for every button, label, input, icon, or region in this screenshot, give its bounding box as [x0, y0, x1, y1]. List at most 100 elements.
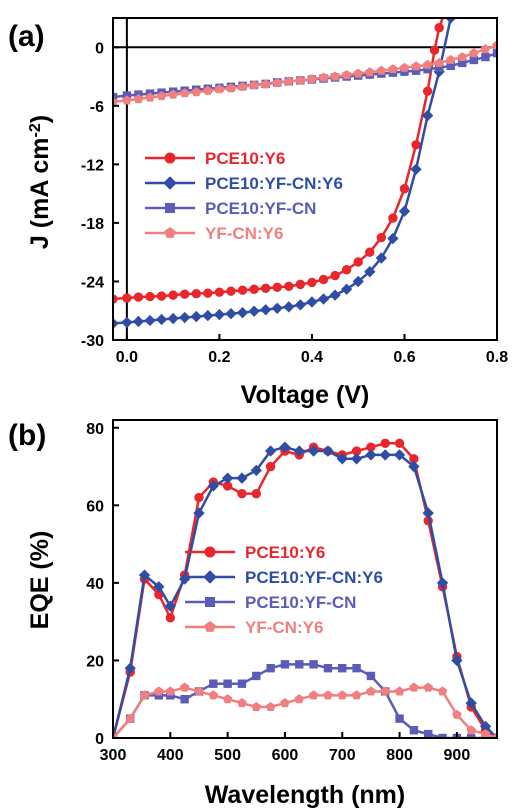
data-point	[388, 213, 398, 223]
series-line	[113, 445, 497, 738]
plot-area	[113, 438, 497, 738]
data-point	[250, 464, 262, 477]
data-point	[191, 288, 201, 299]
plot-frame	[112, 419, 498, 739]
data-point	[237, 81, 248, 91]
data-point	[272, 77, 283, 87]
legend-marker	[205, 597, 215, 607]
data-point	[249, 80, 259, 90]
data-point	[323, 663, 333, 673]
legend: PCE10:Y6 PCE10:YF-CN:Y6 PCE10:YF-CN YF-CN:Y…	[185, 543, 383, 637]
data-point	[375, 252, 388, 264]
data-point	[295, 75, 306, 85]
legend-label: PCE10:YF-CN:Y6	[205, 174, 343, 193]
data-point	[330, 71, 340, 81]
data-point	[139, 690, 150, 700]
data-point	[156, 91, 167, 101]
legend-marker	[165, 203, 175, 213]
data-point	[284, 281, 294, 292]
data-point	[340, 283, 353, 295]
data-point	[284, 76, 294, 86]
y-tick-label: 40	[86, 576, 104, 593]
data-point	[180, 695, 189, 704]
data-point	[379, 449, 391, 461]
data-point	[237, 488, 247, 499]
data-point	[364, 67, 375, 77]
data-point	[251, 701, 262, 712]
data-point	[179, 88, 190, 98]
data-point	[424, 729, 433, 738]
data-point	[248, 305, 260, 317]
y-tick-label: 60	[86, 498, 104, 515]
data-point	[469, 55, 479, 65]
y-tick-label: -6	[90, 99, 104, 116]
panel-b-eqe-chart: 300 400 500 600 700 800 900 0 20 40 60 80 Wavelength…	[8, 419, 498, 809]
series-yf-cn-y6	[113, 682, 497, 738]
data-point	[113, 92, 118, 102]
data-point	[264, 445, 277, 457]
data-point	[237, 285, 248, 295]
y-axis-label: J (mA cm-2)	[26, 115, 54, 249]
data-point	[408, 460, 420, 473]
legend-label: PCE10:YF-CN	[245, 593, 356, 612]
data-point	[214, 287, 225, 297]
data-point	[179, 311, 191, 324]
x-tick-label: 0.2	[208, 349, 230, 366]
x-tick-label: 700	[329, 747, 356, 764]
data-point	[138, 569, 151, 581]
data-point	[434, 57, 444, 67]
data-point	[113, 317, 119, 330]
series-line	[113, 686, 497, 738]
data-point	[492, 48, 497, 58]
legend-marker	[204, 546, 216, 558]
data-point	[194, 686, 204, 696]
plot-frame	[112, 17, 498, 341]
data-point	[330, 270, 340, 281]
y-tick-label: 80	[86, 421, 104, 438]
data-point	[399, 62, 410, 72]
data-point	[410, 163, 422, 175]
data-point	[380, 438, 390, 448]
data-point	[271, 302, 283, 314]
data-point	[226, 286, 236, 296]
data-point	[422, 507, 434, 519]
data-point	[153, 581, 165, 593]
data-point	[366, 671, 376, 681]
legend-item: PCE10:YF-CN	[185, 593, 356, 612]
data-point	[421, 109, 434, 122]
data-point	[144, 314, 156, 327]
data-point	[422, 86, 433, 96]
data-point	[352, 663, 361, 673]
data-point	[260, 283, 271, 293]
data-point	[458, 58, 467, 68]
data-point	[395, 714, 404, 723]
series-yf-cn-y6	[113, 40, 497, 106]
legend-label: PCE10:YF-CN	[205, 199, 316, 218]
x-tick-label: 300	[100, 747, 127, 764]
legend-marker	[164, 152, 176, 164]
data-point	[266, 663, 275, 673]
data-point	[318, 72, 329, 82]
data-point	[145, 291, 155, 302]
data-point	[190, 310, 202, 323]
data-point	[122, 293, 132, 303]
data-point	[336, 453, 348, 465]
legend-label: PCE10:Y6	[245, 543, 325, 562]
data-point	[307, 445, 320, 457]
series-pce10-yf-cn	[113, 660, 497, 738]
data-point	[272, 282, 282, 293]
data-point	[307, 73, 317, 84]
data-point	[124, 662, 136, 674]
data-point	[338, 663, 347, 673]
data-point	[236, 307, 249, 319]
data-point	[429, 45, 440, 55]
data-point	[295, 660, 304, 669]
data-point	[376, 65, 387, 75]
data-point	[236, 472, 248, 484]
data-point	[113, 96, 118, 106]
data-point	[365, 449, 377, 461]
data-point	[351, 690, 362, 700]
data-point	[399, 184, 410, 194]
data-point	[467, 733, 476, 738]
